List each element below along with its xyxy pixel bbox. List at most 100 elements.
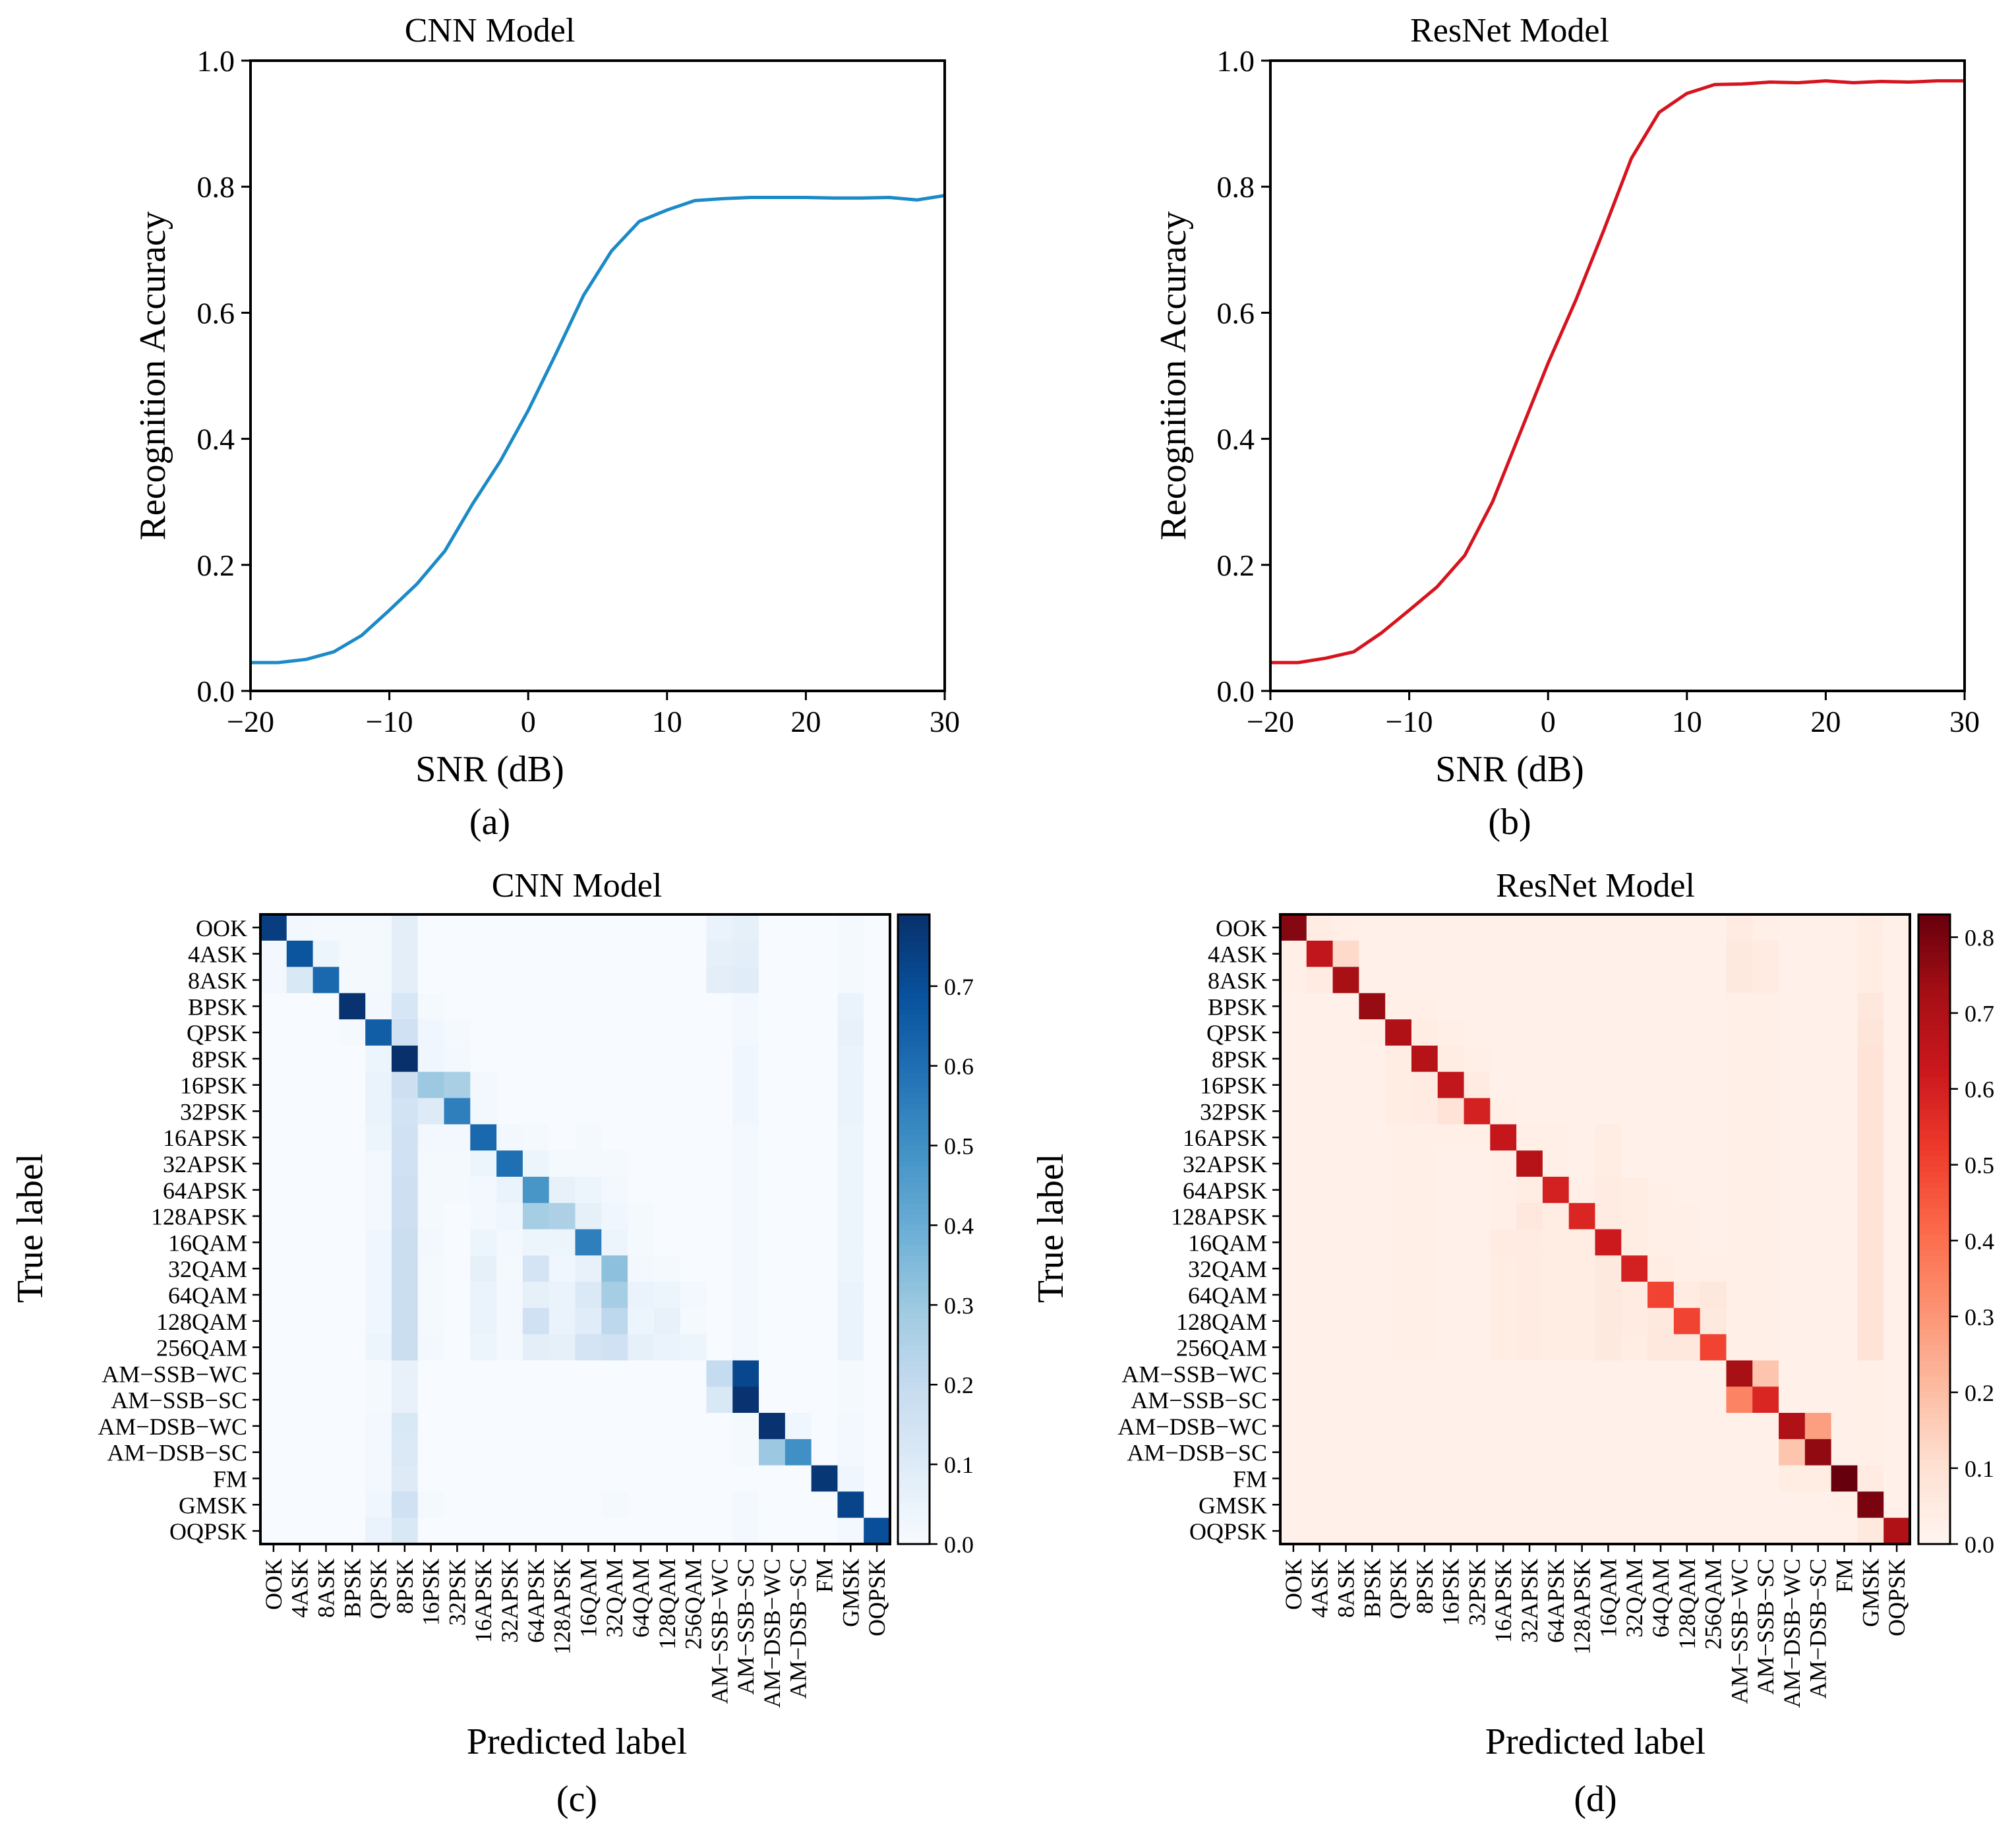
resnet-matrix-colorbar-segment [1918,1176,1950,1183]
resnet-matrix-cell [1857,1045,1884,1073]
cnn-matrix-colorbar-segment [898,1533,930,1539]
cnn-matrix-colorbar-segment [898,930,930,936]
cnn-matrix-cell [785,1282,812,1309]
cnn-matrix-cell [785,1386,812,1413]
cnn-matrix-cell [601,1019,628,1046]
resnet-matrix-cell [1385,1386,1412,1413]
cnn-matrix-cell [417,1282,445,1309]
cnn-matrix-cell [785,1150,812,1177]
resnet-matrix-cell [1280,1255,1307,1282]
resnet-matrix-cell [1359,1176,1386,1204]
resnet-matrix-cell [1516,1229,1543,1256]
resnet-matrix-cell [1595,1229,1622,1256]
cnn-matrix-colorbar-segment [898,1266,930,1272]
cnn-matrix-x-tick-label: OQPSK [864,1559,890,1636]
cnn-matrix-colorbar-segment [898,1507,930,1514]
cnn-matrix-cell [339,1413,366,1440]
cnn-matrix-cell [417,914,445,941]
chart-title-cnn-matrix: CNN Model [492,867,663,905]
resnet-matrix-cell [1779,940,1806,968]
cnn-matrix-colorbar-segment [898,1245,930,1251]
cnn-matrix-cell [785,940,812,968]
cnn-matrix-cell [706,1282,733,1309]
cnn-matrix-cell [837,993,864,1020]
cnn-matrix-cell [365,1491,392,1518]
resnet-matrix-cell [1542,1045,1570,1073]
resnet-matrix-cell [1804,1098,1832,1125]
resnet-matrix-cell [1595,1282,1622,1309]
cnn-matrix-cell [732,1071,759,1099]
cnn-matrix-colorbar-segment [898,1418,930,1424]
cnn-matrix-colorbar-segment [898,1009,930,1015]
cnn-matrix-cell [653,1150,681,1177]
cnn-matrix-cell [680,940,707,968]
resnet-matrix-cell [1542,1150,1570,1177]
cnn-matrix-cell [628,1176,655,1204]
resnet-matrix-cell [1673,1045,1701,1073]
cnn-matrix-cell [522,1045,550,1073]
resnet-matrix-y-tick-label: 16PSK [1200,1073,1267,1099]
cnn-matrix-y-tick-label: FM [213,1466,247,1493]
resnet-matrix-cell [1516,1098,1543,1125]
resnet-matrix-cell [1464,1413,1491,1440]
x-axis-label-resnet-line: SNR (dB) [1435,749,1584,790]
cnn-matrix-cell [444,1465,471,1493]
resnet-matrix-cell [1621,1491,1648,1518]
cnn-matrix-colorbar-segment [898,1392,930,1398]
resnet-matrix-x-tick-label: AM−DSB−SC [1805,1559,1831,1699]
resnet-matrix-cell [1673,1282,1701,1309]
cnn-matrix-colorbar-segment [898,1261,930,1267]
cnn-matrix-cell [470,914,497,941]
resnet-matrix-cell [1621,1439,1648,1466]
cnn-matrix-colorbar-segment [898,1486,930,1493]
cnn-matrix-cell [391,1071,419,1099]
cnn-matrix-cell [785,993,812,1020]
cnn-matrix-cell [628,1307,655,1335]
cnn-matrix-cell [417,1491,445,1518]
resnet-matrix-cell [1779,1229,1806,1256]
cnn-matrix-colorbar-segment [898,1061,930,1067]
resnet-matrix-cell [1647,1229,1675,1256]
resnet-matrix-cell [1437,1282,1465,1309]
cnn-matrix-colorbar-frame [897,913,931,1545]
cnn-matrix-cell [732,993,759,1020]
cnn-matrix-cell [365,1203,392,1230]
cnn-matrix-cell [286,1229,314,1256]
cnn-matrix-cell [575,1386,602,1413]
resnet-matrix-cell [1542,1360,1570,1387]
cnn-matrix-cell [628,1045,655,1073]
resnet-matrix-colorbar-segment [1918,956,1950,963]
cnn-matrix-colorbar-segment [898,1140,930,1146]
resnet-matrix-cell [1752,1229,1779,1256]
resnet-matrix-cell [1490,1518,1517,1545]
cnn-matrix-cell [522,1203,550,1230]
resnet-matrix-cell [1726,1124,1753,1151]
cnn-matrix-cell [548,940,576,968]
resnet-matrix-cell [1464,1386,1491,1413]
resnet-matrix-colorbar-segment [1918,1108,1950,1115]
cnn-matrix-colorbar-segment [898,1056,930,1062]
cnn-matrix-colorbar-segment [898,1271,930,1277]
resnet-matrix-cell [1542,1019,1570,1046]
cnn-matrix-colorbar-segment [898,1402,930,1408]
cnn-matrix-cell [548,1045,576,1073]
cnn-matrix-cell [365,1465,392,1493]
cnn-matrix-cell [811,1518,839,1545]
resnet-matrix-cell [1516,1255,1543,1282]
cnn-matrix-y-tick-label: 32QAM [168,1256,247,1282]
cnn-matrix-cell [653,1255,681,1282]
cnn-matrix-cell [496,1413,523,1440]
resnet-matrix-cell [1359,1229,1386,1256]
resnet-matrix-cell [1568,1360,1596,1387]
cnn-matrix-cell [260,1176,287,1204]
cnn-matrix-y-tick-label: 32PSK [180,1098,247,1125]
cnn-matrix-cell [470,1071,497,1099]
resnet-matrix-colorbar-segment [1918,1181,1950,1188]
cnn-matrix-cell [312,1071,340,1099]
cnn-matrix-cell [286,967,314,994]
cnn-matrix-cell [522,1229,550,1256]
resnet-matrix-cell [1280,940,1307,968]
cnn-matrix-cell [339,1360,366,1387]
resnet-matrix-colorbar-segment [1918,1392,1950,1398]
resnet-matrix-cell [1595,1124,1622,1151]
